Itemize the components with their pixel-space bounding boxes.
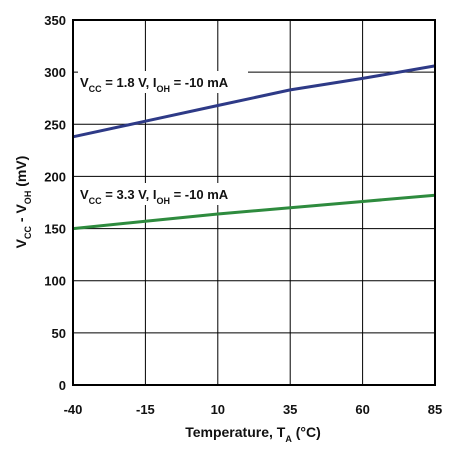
series-line-1	[72, 64, 436, 139]
y-tick-label: 300	[44, 65, 66, 80]
annotation-2-bg	[78, 183, 248, 205]
y-tick-label: 0	[59, 378, 66, 393]
y-tick-labels: 0 50 100 150 200 250 300 350	[44, 13, 66, 393]
y-tick-label: 150	[44, 222, 66, 237]
plot-frame	[72, 19, 436, 386]
series-lines	[72, 64, 436, 231]
x-axis-label: Temperature, TA (°C)	[185, 424, 321, 444]
x-tick-label: 35	[283, 402, 297, 417]
x-tick-labels: -40 -15 10 35 60 85	[64, 402, 443, 417]
annotation-series-1: VCC = 1.8 V, IOH = -10 mA	[80, 75, 229, 94]
y-tick-label: 50	[52, 326, 66, 341]
series-line-2	[72, 193, 436, 231]
x-tick-label: -40	[64, 402, 83, 417]
x-tick-label: 60	[355, 402, 369, 417]
annotation-1-bg	[78, 71, 248, 93]
x-tick-label: -15	[136, 402, 155, 417]
y-tick-label: 250	[44, 117, 66, 132]
y-tick-label: 100	[44, 274, 66, 289]
annotation-series-2: VCC = 3.3 V, IOH = -10 mA	[80, 187, 229, 206]
x-tick-label: 10	[211, 402, 225, 417]
y-tick-label: 200	[44, 169, 66, 184]
y-axis-label: VCC - VOH (mV)	[13, 156, 33, 249]
x-tick-label: 85	[428, 402, 442, 417]
y-tick-label: 350	[44, 13, 66, 28]
